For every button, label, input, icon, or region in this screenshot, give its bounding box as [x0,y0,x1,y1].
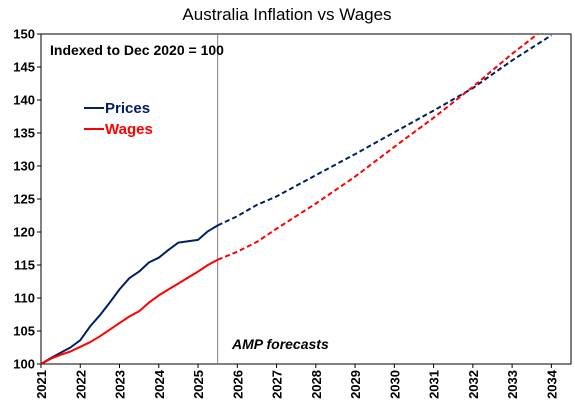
x-tick-label: 2029 [348,370,363,399]
x-tick-label: 2026 [230,370,245,399]
index-note: Indexed to Dec 2020 = 100 [50,42,224,58]
x-tick-label: 2027 [270,370,285,399]
x-tick-label: 2025 [191,370,206,399]
y-tick-label: 135 [13,126,35,141]
y-tick-label: 105 [13,324,35,339]
y-tick-label: 150 [13,27,35,42]
legend-label-prices: Prices [105,100,150,117]
series-wages-actual [40,258,219,365]
chart-title: Australia Inflation vs Wages [182,5,391,24]
x-tick-label: 2028 [309,370,324,399]
x-tick-label: 2022 [73,370,88,399]
x-tick-label: 2030 [387,370,402,399]
series-prices-forecast [217,34,552,227]
x-tick-label: 2032 [466,370,481,399]
legend-label-wages: Wages [105,121,153,138]
y-tick-label: 110 [14,291,35,306]
x-tick-label: 2033 [505,370,520,399]
series-prices-actual [40,224,219,365]
y-axis: 100 105 110 115 120 125 130 135 140 145 150 [13,27,41,372]
x-tick-label: 2023 [113,370,128,399]
x-tick-label: 2024 [152,369,167,399]
series-wages-forecast [217,33,539,261]
y-tick-label: 125 [13,192,35,207]
y-tick-label: 100 [13,357,35,372]
y-tick-label: 120 [13,225,35,240]
x-axis: 2021 2022 2023 2024 2025 2026 2027 2028 2029 2030… [34,364,559,399]
plot-area [40,33,572,365]
y-tick-label: 130 [13,159,35,174]
legend: Prices Wages [84,100,153,138]
x-tick-label: 2031 [427,370,442,399]
series-layer [40,33,552,365]
y-tick-label: 115 [14,258,35,273]
x-tick-label: 2034 [544,369,559,399]
y-tick-label: 140 [13,93,35,108]
y-tick-label: 145 [13,60,35,75]
x-tick-label: 2021 [34,370,49,399]
forecast-annotation: AMP forecasts [231,336,329,352]
